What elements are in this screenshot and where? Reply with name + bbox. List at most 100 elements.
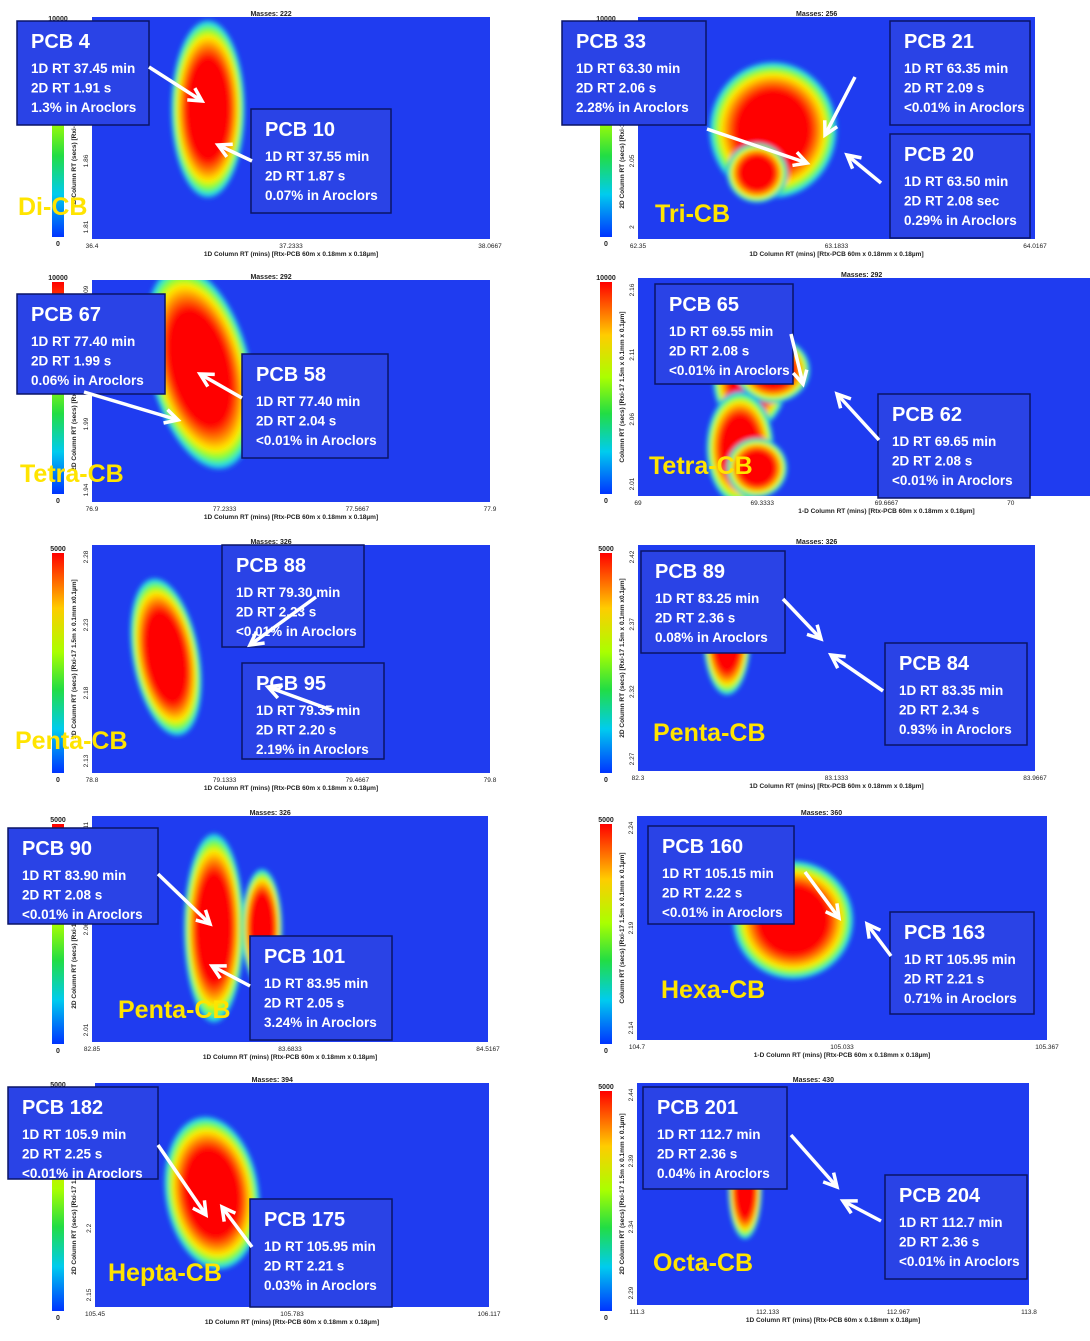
congener-class-label: Tri-CB (655, 200, 730, 228)
y-tick-label: 2.23 (83, 618, 90, 631)
colorbar-max-label: 10000 (596, 275, 616, 282)
colorbar-min-label: 0 (604, 777, 608, 784)
masses-label: Masses: 292 (841, 272, 882, 279)
annotation-title: PCB 62 (892, 404, 962, 426)
annotation-title: PCB 88 (236, 555, 306, 577)
annotation-detail: <0.01% in Aroclors (22, 907, 143, 922)
y-tick-label: 1.94 (83, 483, 90, 496)
congener-class-label: Hexa-CB (661, 976, 765, 1004)
x-tick-label: 83.9667 (1023, 775, 1047, 782)
x-tick-label: 64.0167 (1023, 243, 1047, 250)
pointer-arrow (844, 152, 883, 185)
annotation-detail: 1D RT 112.7 min (899, 1215, 1003, 1230)
arrow-head (791, 369, 809, 388)
x-tick-label: 105.783 (280, 1311, 304, 1318)
annotation-detail: 2D RT 1.99 s (31, 354, 111, 369)
y-tick-label: 1.86 (83, 154, 90, 167)
heatmap-svg: Masses: 222 10000 0 2D Column RT (secs) [Rx… (16, 11, 502, 258)
arrow-head (806, 624, 824, 642)
colorbar-min-label: 0 (604, 241, 608, 248)
annotation-title: PCB 84 (899, 653, 970, 675)
annotation-detail: 2D RT 2.36 s (657, 1147, 737, 1162)
arrow-head (195, 909, 213, 927)
arrow-head (247, 630, 265, 648)
pointer-arrow (781, 597, 824, 642)
x-tick-label: 36.4 (86, 243, 99, 250)
annotation-frame (877, 393, 1031, 499)
annotation-detail: 2D RT 2.36 s (655, 611, 735, 626)
arrow-head (792, 150, 811, 168)
heatmap-svg: Masses: 326 5000 0 2D Column RT (secs) [Rxi… (15, 539, 497, 792)
x-tick-label: 106.117 (477, 1311, 500, 1318)
x-tick-label: 105.45 (85, 1311, 105, 1318)
pointer-arrow (834, 391, 881, 442)
x-axis-label: 1-D Column RT (mins) [Rtx-PCB 60m x 0.18… (754, 1052, 930, 1059)
arrow-head (264, 683, 283, 700)
x-tick-label: 79.1333 (213, 777, 237, 784)
annotation-title: PCB 20 (904, 144, 974, 166)
colorbar-min-label: 0 (604, 1315, 608, 1322)
y-axis-label: 2D Column RT (secs) [Rxi-17 1.5m x 0.1mm… (71, 1115, 78, 1274)
x-tick-label: 112.967 (887, 1309, 910, 1316)
annotation-detail: 1D RT 77.40 min (31, 334, 135, 349)
y-tick-label: 2 (629, 225, 636, 229)
annotation-detail: 2D RT 2.20 s (256, 723, 336, 738)
y-tick-label: 2.39 (628, 1154, 635, 1167)
annotation-box: PCB 182 1D RT 105.9 min 2D RT 2.25 s <0.01%… (7, 1086, 159, 1181)
colorbar-max-label: 10000 (596, 16, 616, 23)
annotation-detail: 0.07% in Aroclors (265, 188, 378, 203)
chromatogram-peak (163, 1115, 261, 1271)
annotation-detail: <0.01% in Aroclors (669, 363, 790, 378)
y-tick-label: 2.44 (628, 1088, 635, 1101)
annotation-detail: <0.01% in Aroclors (892, 473, 1013, 488)
annotation-box: PCB 10 1D RT 37.55 min 2D RT 1.87 s 0.07% i… (250, 108, 392, 214)
chart-panel: Masses: 394 5000 0 2D Column RT (secs) [Rxi… (0, 1075, 545, 1341)
annotation-frame (889, 20, 1031, 126)
annotation-detail: 1D RT 105.9 min (22, 1127, 126, 1142)
heatmap-svg: Masses: 326 5000 0 2D Column RT (secs) [Rxi… (598, 539, 1047, 790)
arrow-head (839, 1199, 858, 1215)
y-tick-label: 2.16 (629, 283, 636, 296)
annotation-box: PCB 101 1D RT 83.95 min 2D RT 2.05 s 3.24% … (249, 935, 393, 1041)
x-tick-label: 83.6833 (278, 1046, 302, 1053)
arrow-head (822, 1172, 840, 1190)
y-tick-label: 2.28 (83, 550, 90, 563)
x-tick-label: 113.8 (1021, 1309, 1037, 1316)
y-tick-label: 2.29 (628, 1286, 635, 1299)
annotation-frame (561, 20, 707, 126)
congener-class-label: Octa-CB (653, 1249, 753, 1277)
annotation-detail: <0.01% in Aroclors (22, 1166, 143, 1181)
arrow-shaft (217, 143, 253, 163)
arrow-shaft (842, 1199, 882, 1223)
annotation-detail: 2D RT 2.08 sec (904, 194, 1000, 209)
pointer-arrow (264, 683, 335, 713)
annotation-box: PCB 84 1D RT 83.35 min 2D RT 2.34 s 0.93% i… (884, 642, 1028, 746)
chart-panel: Masses: 292 10000 0 Column RT (secs) [Rxi-1… (545, 272, 1090, 538)
annotation-detail: 2D RT 2.09 s (904, 81, 984, 96)
y-tick-label: 2.32 (629, 685, 636, 698)
arrow-shaft (220, 1205, 254, 1249)
colorbar-min-label: 0 (56, 498, 60, 505)
annotation-title: PCB 65 (669, 294, 739, 316)
arrow-shaft (823, 76, 857, 136)
colorbar-max-label: 5000 (598, 546, 614, 553)
heatmap-svg: Masses: 2921000002D Column RT (secs) [Rx… (16, 274, 497, 521)
heatmap-svg: Masses: 326 5000 0 2D Column RT (secs) [Rxi… (7, 810, 500, 1061)
colorbar-min-label: 0 (604, 498, 608, 505)
arrow-shaft (845, 153, 883, 185)
colorbar-min-label: 0 (56, 1315, 60, 1322)
pointer-arrow (247, 595, 318, 648)
annotation-detail: 1D RT 63.50 min (904, 174, 1008, 189)
y-tick-label: 2.01 (629, 477, 636, 490)
x-tick-label: 82.85 (84, 1046, 101, 1053)
annotation-box: PCB 4 1D RT 37.45 min 2D RT 1.91 s 1.3% in … (16, 20, 150, 126)
annotation-detail: <0.01% in Aroclors (904, 100, 1025, 115)
annotation-box: PCB 67 1D RT 77.40 min 2D RT 1.99 s 0.06% i… (16, 293, 166, 395)
annotation-title: PCB 160 (662, 836, 743, 858)
x-tick-label: 77.2333 (213, 506, 237, 513)
annotation-frame (221, 544, 365, 648)
chart-panel: Masses: 256 10000 0 2D Column RT (secs) [Rx… (545, 5, 1090, 271)
y-tick-label: 2.2 (86, 1223, 93, 1232)
y-axis-label: 2D Column RT (secs) [Rxi-17 1.5m x 0.1mm… (619, 578, 626, 737)
